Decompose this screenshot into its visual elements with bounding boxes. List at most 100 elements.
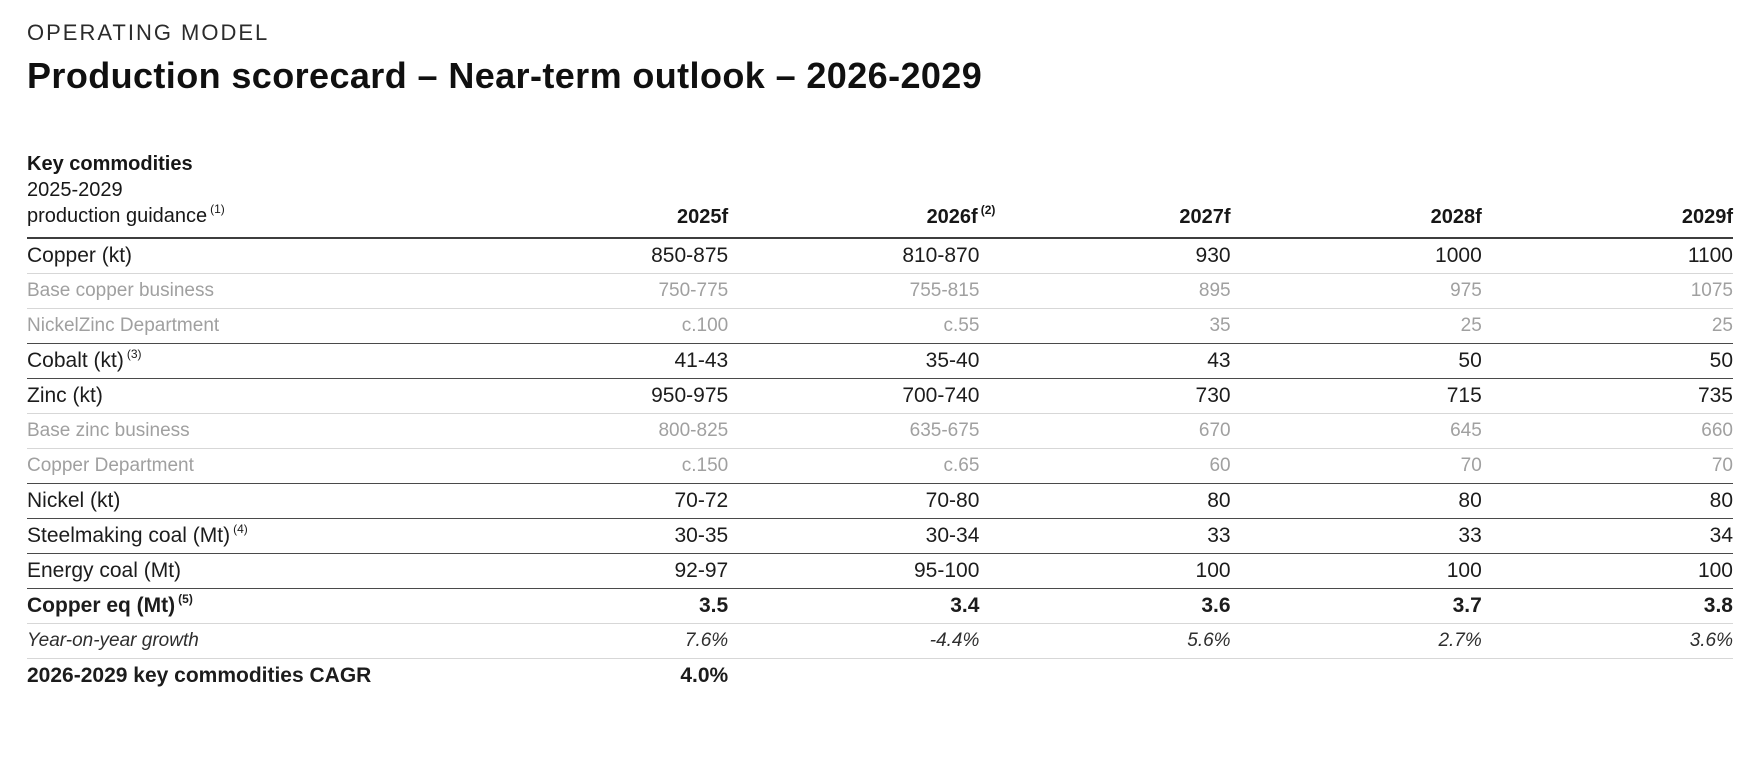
cell-value: 92-97	[674, 559, 729, 582]
cell-value: 100	[1697, 559, 1733, 582]
cell-value: 60	[1209, 455, 1231, 476]
row-label: Year-on-year growth	[27, 630, 199, 651]
row-label: Copper (kt)	[27, 244, 133, 267]
slide: OPERATING MODEL Production scorecard – N…	[27, 20, 1733, 693]
cell-value: c.55	[943, 315, 980, 336]
cell-value: 3.5	[699, 594, 729, 617]
production-table: Key commodities 2025-2029 production gui…	[27, 151, 1733, 693]
table-row: Copper Department c.150 c.65 60 70 70	[27, 448, 1733, 484]
cell-value: 95-100	[914, 559, 980, 582]
cell-value: 755-815	[909, 280, 980, 301]
cell-value: 1100	[1687, 244, 1733, 267]
cell-value: 4.0%	[680, 664, 729, 687]
cell-value: 100	[1195, 559, 1231, 582]
cell-value: 635-675	[909, 420, 980, 441]
cell-value: 43	[1207, 349, 1231, 372]
cell-value: 895	[1198, 280, 1231, 301]
cell-value: c.150	[681, 455, 729, 476]
cell-value: 80	[1458, 489, 1482, 512]
cell-value: 70-72	[674, 489, 729, 512]
cell-value: 30-35	[674, 524, 729, 547]
footnote-marker: (3)	[126, 347, 142, 361]
cell-value: 715	[1446, 384, 1482, 407]
cell-value: 25	[1711, 315, 1733, 336]
table-row: Base zinc business 800-825 635-675 670 645 6…	[27, 413, 1733, 449]
column-header: 2026f (2)	[926, 203, 996, 228]
cell-value: 50	[1709, 349, 1733, 372]
cell-value: 3.6	[1201, 594, 1231, 617]
cell-value: 660	[1701, 420, 1733, 441]
cell-value: 30-34	[925, 524, 980, 547]
column-header: 2029f	[1681, 206, 1733, 228]
column-header-row: Key commodities 2025-2029 production gui…	[27, 151, 1733, 238]
cell-value: 975	[1450, 280, 1482, 301]
table-row: Steelmaking coal (Mt) (4) 30-35 30-34 33 33 3…	[27, 518, 1733, 554]
cell-value: 800-825	[658, 420, 729, 441]
table-row: Copper eq (Mt) (5) 3.5 3.4 3.6 3.7 3.8	[27, 588, 1733, 624]
cell-value: 670	[1198, 420, 1231, 441]
cell-value: 80	[1207, 489, 1231, 512]
cell-value: 3.4	[950, 594, 980, 617]
cell-value: 41-43	[674, 349, 729, 372]
table-row: 2026-2029 key commodities CAGR 4.0%	[27, 658, 1733, 694]
column-header: 2028f	[1430, 206, 1482, 228]
table-row: Zinc (kt) 950-975 700-740 730 715 735	[27, 378, 1733, 414]
cell-value: 730	[1195, 384, 1231, 407]
row-label: Copper Department	[27, 455, 194, 476]
cell-value: 950-975	[651, 384, 729, 407]
table-row: Cobalt (kt) (3) 41-43 35-40 43 50 50	[27, 343, 1733, 379]
column-header: 2027f	[1179, 206, 1231, 228]
cell-value: c.100	[681, 315, 729, 336]
cell-value	[979, 659, 1230, 694]
table-row: Base copper business 750-775 755-815 895 97…	[27, 273, 1733, 309]
cell-value: 850-875	[651, 244, 729, 267]
cell-value: 1075	[1690, 280, 1733, 301]
table-row: NickelZinc Department c.100 c.55 35 25 25	[27, 308, 1733, 344]
cell-value: 50	[1458, 349, 1482, 372]
cell-value: 700-740	[902, 384, 980, 407]
row-label: Steelmaking coal (Mt) (4)	[27, 522, 248, 547]
cell-value: 645	[1450, 420, 1482, 441]
cell-value: 750-775	[658, 280, 729, 301]
table-corner-header: Key commodities 2025-2029 production gui…	[27, 151, 477, 238]
cell-value: 34	[1709, 524, 1733, 547]
row-label: Copper eq (Mt) (5)	[27, 592, 193, 617]
cell-value: 3.8	[1703, 594, 1733, 617]
cell-value: 35	[1209, 315, 1231, 336]
row-label: Cobalt (kt) (3)	[27, 347, 142, 372]
footnote-marker: (2)	[980, 203, 996, 218]
cell-value: 7.6%	[684, 630, 729, 651]
row-label: Zinc (kt)	[27, 384, 103, 407]
row-label: 2026-2029 key commodities CAGR	[27, 664, 372, 687]
cell-value: 100	[1446, 559, 1482, 582]
cell-value: 5.6%	[1187, 630, 1231, 651]
cell-value: 80	[1709, 489, 1733, 512]
cell-value: 3.6%	[1689, 630, 1733, 651]
cell-value: 3.7	[1452, 594, 1482, 617]
table-body: Copper (kt) 850-875 810-870 930 1000 1100 Ba…	[27, 238, 1733, 693]
footnote-marker: (1)	[210, 202, 225, 217]
row-label: Energy coal (Mt)	[27, 559, 182, 582]
page-title: Production scorecard – Near-term outlook…	[27, 55, 983, 96]
footnote-marker: (5)	[178, 592, 193, 606]
table-row: Nickel (kt) 70-72 70-80 80 80 80	[27, 483, 1733, 519]
cell-value: 2.7%	[1438, 630, 1482, 651]
table-row: Year-on-year growth 7.6% -4.4% 5.6% 2.7% 3.6…	[27, 623, 1733, 659]
cell-value: 33	[1458, 524, 1482, 547]
cell-value: 930	[1195, 244, 1231, 267]
cell-value: 1000	[1435, 244, 1482, 267]
row-label: Base copper business	[27, 280, 214, 301]
cell-value: 33	[1207, 524, 1231, 547]
row-label: Base zinc business	[27, 420, 190, 441]
cell-value: 735	[1697, 384, 1733, 407]
cell-value	[1231, 659, 1482, 694]
footnote-marker: (4)	[233, 522, 248, 536]
corner-line-3: production guidance (1)	[27, 202, 225, 227]
section-eyebrow: OPERATING MODEL	[27, 20, 270, 45]
cell-value: 70-80	[925, 489, 980, 512]
corner-line-2: 2025-2029	[27, 179, 123, 201]
cell-value: 25	[1460, 315, 1482, 336]
cell-value	[1482, 659, 1733, 694]
cell-value	[728, 659, 979, 694]
corner-line-1: Key commodities	[27, 153, 193, 175]
